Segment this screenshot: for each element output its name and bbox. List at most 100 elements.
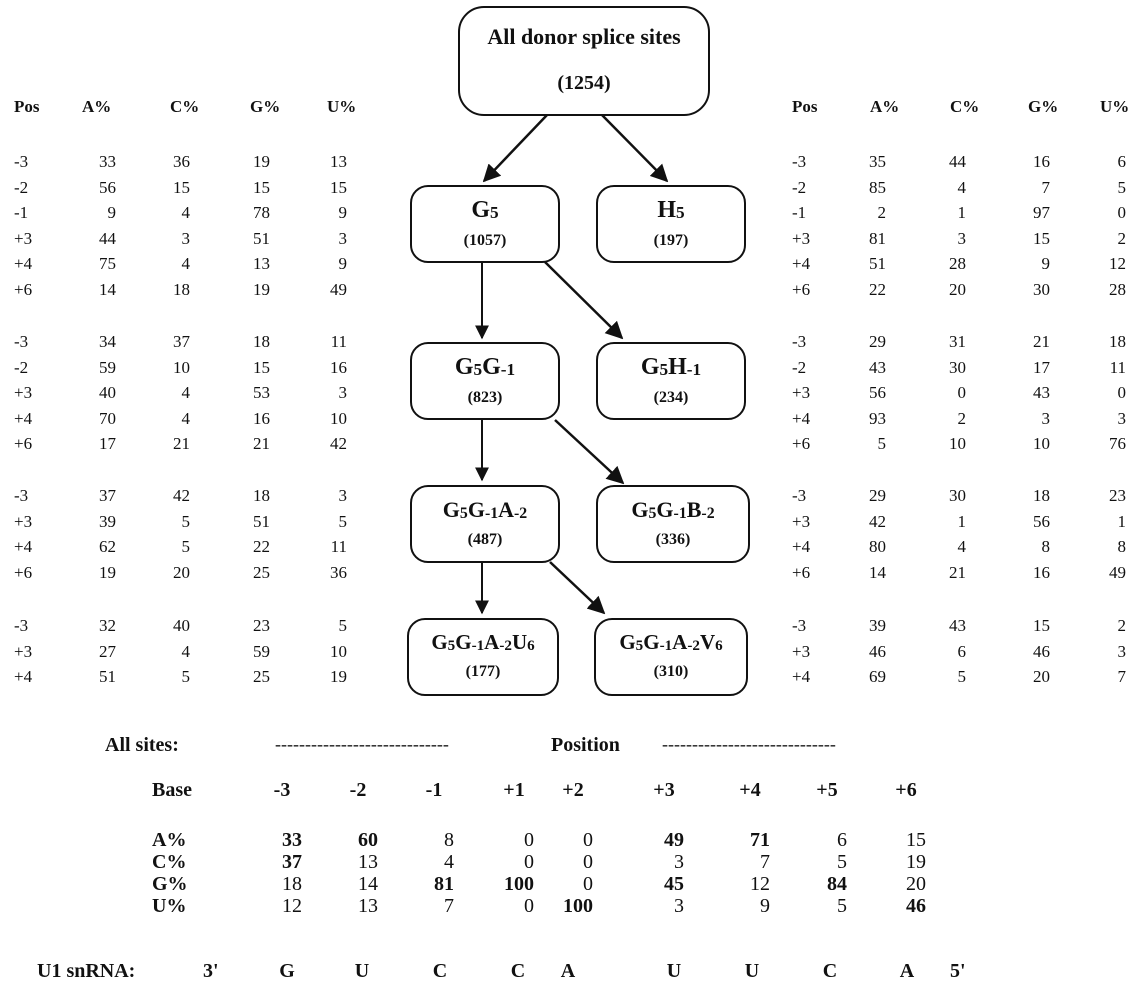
left_table-cell: 21 (253, 434, 270, 454)
right_table-cell: 81 (869, 228, 886, 248)
left_table-cell: 5 (181, 537, 191, 557)
left_table-cell: 34 (99, 332, 116, 351)
base-cell: 0 (524, 895, 534, 917)
base-cell: 13 (358, 851, 378, 873)
right_table-cell: 11 (1109, 357, 1126, 377)
base-cell: 60 (358, 829, 378, 851)
node-root-count: (1254) (557, 72, 611, 94)
left_table-cell: -2 (14, 357, 29, 377)
base-cell: 8 (444, 829, 454, 851)
right_table-cell: 8 (1117, 537, 1127, 557)
base-row-label: C% (152, 851, 187, 873)
node-g5h-1-label: G5H-1 (640, 354, 702, 380)
right_table-cell: 51 (869, 254, 886, 274)
left_table-cell: 18 (253, 486, 270, 505)
node-g5g-1: G5G-1 (823) (410, 342, 560, 420)
right_table-cell: 10 (949, 434, 966, 454)
right_table-cell: 76 (1109, 434, 1126, 454)
arrow-g5g-1a-2-v6 (549, 561, 606, 615)
position-header: +4 (739, 779, 761, 801)
base-cell: 100 (504, 873, 534, 895)
right_table-cell: 1 (1117, 511, 1127, 531)
right_table-cell: 17 (1033, 357, 1050, 377)
left_table-cell: -1 (14, 203, 29, 223)
right_table-cell: 43 (869, 357, 886, 377)
right_table-cell: 80 (869, 537, 886, 557)
left_table-cell: 40 (99, 383, 116, 403)
left_table-cell: 4 (181, 641, 191, 661)
right_table-cell: 15 (1033, 228, 1050, 248)
left_table-cell: 42 (173, 486, 190, 505)
right_table-cell: 44 (949, 152, 966, 171)
base-cell: 5 (837, 851, 847, 873)
left_table-cell: 11 (330, 332, 347, 351)
right_table-cell: 46 (1033, 641, 1050, 661)
left_table-cell: 51 (99, 667, 116, 687)
left_table-cell: 15 (173, 177, 190, 197)
left_table-cell: 25 (253, 667, 270, 687)
base-cell: 100 (563, 895, 593, 917)
left_table-cell: -3 (14, 486, 29, 505)
left_table-cell: 37 (173, 332, 190, 351)
left_table-cell: 17 (99, 434, 116, 454)
base-cell: 19 (906, 851, 926, 873)
base-cell: 7 (444, 895, 454, 917)
base-cell: 3 (674, 895, 684, 917)
snrna-base: C (822, 960, 838, 981)
left_table-cell: 3 (338, 228, 348, 248)
right_table-cell: 6 (957, 641, 967, 661)
right_table-cell: 56 (1033, 511, 1050, 531)
left_table-cell: +4 (14, 254, 33, 274)
right_table-cell: 18 (1033, 486, 1050, 505)
base-cell: 7 (760, 851, 770, 873)
right_table-cell: 28 (1109, 280, 1126, 299)
left_table-cell: 5 (338, 616, 348, 635)
left_table-cell: 14 (99, 280, 116, 299)
right_table-header-4: U% (1100, 97, 1130, 116)
right_table-cell: 31 (949, 332, 966, 351)
base-cell: 0 (583, 829, 593, 851)
base-cell: 84 (827, 873, 847, 895)
snrna-base: A (899, 960, 915, 981)
right_table-cell: 2 (957, 408, 967, 428)
base-cell: 71 (750, 829, 770, 851)
right_table-cell: 0 (1117, 203, 1127, 223)
right_table-cell: +3 (792, 228, 811, 248)
base-cell: 49 (664, 829, 684, 851)
right_table-cell: 2 (877, 203, 887, 223)
all-sites-label: All sites: (105, 734, 179, 756)
base-label: Base (152, 779, 192, 801)
snrna-base: G (279, 960, 295, 981)
right_table-cell: 1 (957, 203, 967, 223)
base-cell: 46 (906, 895, 926, 917)
left_table-cell: 18 (253, 332, 270, 351)
node-root: All donor splice sites (1254) (458, 6, 710, 116)
left_table-cell: 53 (253, 383, 270, 403)
snrna-3prime: 3' (203, 960, 219, 981)
left_table-cell: +6 (14, 280, 33, 299)
node-g5g-1-label: G5G-1 (454, 354, 516, 380)
arrow-g5g-1-g5g-1b-2 (554, 419, 625, 485)
right_table-cell: 6 (1117, 152, 1127, 171)
position-label: Position (551, 734, 620, 756)
left_table-cell: 21 (173, 434, 190, 454)
right_table-cell: 30 (1033, 280, 1050, 299)
position-header: -2 (349, 779, 367, 801)
left_table-cell: -3 (14, 616, 29, 635)
left_table-header-2: C% (170, 97, 200, 116)
right_table-header-3: G% (1028, 97, 1059, 116)
right_table-cell: 93 (869, 408, 886, 428)
left_table-header-3: G% (250, 97, 281, 116)
left_table-header-4: U% (327, 97, 357, 116)
left_table-cell: 13 (330, 152, 347, 171)
node-g5-label: G5 (471, 197, 499, 223)
right_table-cell: -2 (792, 357, 807, 377)
right_table-cell: 42 (869, 511, 886, 531)
left_table-cell: +3 (14, 228, 33, 248)
left_table-cell: 19 (330, 667, 347, 687)
position-header: -1 (425, 779, 443, 801)
left_table-cell: 4 (181, 203, 191, 223)
right_table-cell: +6 (792, 280, 811, 299)
left_table-cell: +3 (14, 641, 33, 661)
right_table-cell: +4 (792, 408, 811, 428)
